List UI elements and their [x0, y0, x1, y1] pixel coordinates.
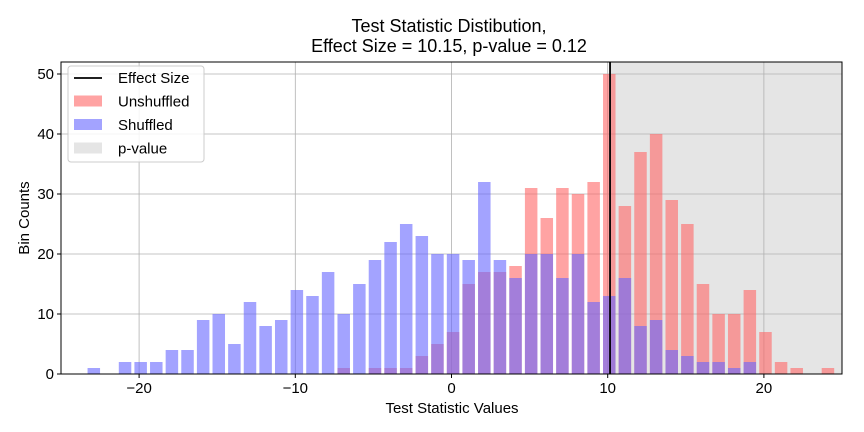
y-tick-label: 0: [46, 366, 54, 383]
shuffled-bar: [618, 278, 632, 374]
shuffled-bar: [118, 362, 132, 374]
unshuffled-bar: [649, 134, 663, 374]
unshuffled-bar: [743, 290, 757, 374]
shuffled-bar: [134, 362, 147, 374]
legend-swatch-p-value: [74, 142, 102, 154]
y-tick-label: 10: [37, 306, 54, 323]
unshuffled-bar: [696, 284, 710, 374]
shuffled-bar: [587, 302, 600, 374]
shuffled-bar: [524, 254, 538, 374]
shuffled-bar: [649, 320, 663, 374]
shuffled-bar: [681, 356, 694, 374]
shuffled-bar: [446, 254, 460, 374]
shuffled-bar: [337, 314, 350, 374]
shuffled-bar: [431, 254, 444, 374]
shuffled-bar: [306, 296, 319, 374]
x-tick-label: 0: [447, 380, 455, 397]
shuffled-bar: [712, 362, 725, 374]
unshuffled-bar: [712, 314, 725, 374]
plot-area: −20 −10 0 10 20 0 10 20 30 40 50: [37, 61, 843, 397]
legend-swatch-shuffled: [74, 119, 102, 130]
y-tick-label: 40: [37, 126, 54, 143]
bars: [87, 74, 835, 374]
unshuffled-bar: [727, 314, 741, 374]
shuffled-bar: [368, 260, 382, 374]
shuffled-bar: [634, 326, 647, 374]
shuffled-bar: [196, 320, 210, 374]
shuffled-bar: [727, 368, 741, 374]
shuffled-bar: [493, 260, 507, 374]
unshuffled-bar: [790, 368, 803, 374]
legend: Effect Size Unshuffled Shuffled p-value: [67, 65, 205, 163]
shuffled-bar: [212, 314, 226, 374]
shuffled-bar: [540, 254, 554, 374]
unshuffled-bar: [681, 224, 694, 374]
y-tick-label: 50: [37, 66, 54, 83]
legend-box: [67, 65, 205, 163]
legend-label-p-value: p-value: [118, 141, 167, 158]
shuffled-bar: [87, 368, 101, 374]
shuffled-bar: [478, 182, 491, 374]
unshuffled-bar: [774, 362, 788, 374]
unshuffled-bar: [821, 368, 835, 374]
shuffled-bar: [743, 362, 757, 374]
chart-title-line2: Effect Size = 10.15, p-value = 0.12: [311, 36, 587, 56]
x-tick-label: 20: [756, 380, 773, 397]
shuffled-bar: [274, 320, 288, 374]
unshuffled-bar: [759, 332, 772, 374]
shuffled-bar: [384, 242, 397, 374]
legend-label-unshuffled: Unshuffled: [118, 94, 189, 111]
shuffled-bar: [415, 236, 429, 374]
y-tick-label: 20: [37, 246, 54, 263]
shuffled-bar: [165, 350, 179, 374]
shuffled-bar: [353, 284, 366, 374]
shuffled-bar: [556, 278, 569, 374]
shuffled-bar: [150, 362, 163, 374]
shuffled-bar: [571, 254, 585, 374]
x-axis-label: Test Statistic Values: [385, 400, 518, 417]
shuffled-bar: [462, 260, 475, 374]
shuffled-bar: [259, 326, 272, 374]
y-tick-label: 30: [37, 186, 54, 203]
shuffled-bar: [290, 290, 304, 374]
shuffled-bar: [228, 344, 241, 374]
legend-label-shuffled: Shuffled: [118, 117, 173, 134]
unshuffled-bar: [634, 152, 647, 374]
y-axis-label: Bin Counts: [16, 181, 33, 254]
shuffled-bar: [509, 278, 522, 374]
shuffled-bar: [243, 302, 257, 374]
shuffled-bar: [181, 350, 194, 374]
legend-label-effect-size: Effect Size: [118, 70, 189, 87]
shuffled-bar: [399, 224, 413, 374]
shuffled-bar: [665, 350, 678, 374]
x-tick-label: −20: [126, 380, 151, 397]
x-tick-label: 10: [599, 380, 616, 397]
shuffled-bar: [321, 272, 335, 374]
shuffled-bar: [696, 362, 710, 374]
unshuffled-bar: [665, 200, 678, 374]
pvalue-region: [610, 62, 842, 374]
legend-swatch-unshuffled: [74, 95, 102, 107]
x-tick-label: −10: [283, 380, 308, 397]
chart-title-line1: Test Statistic Distibution,: [351, 16, 546, 36]
